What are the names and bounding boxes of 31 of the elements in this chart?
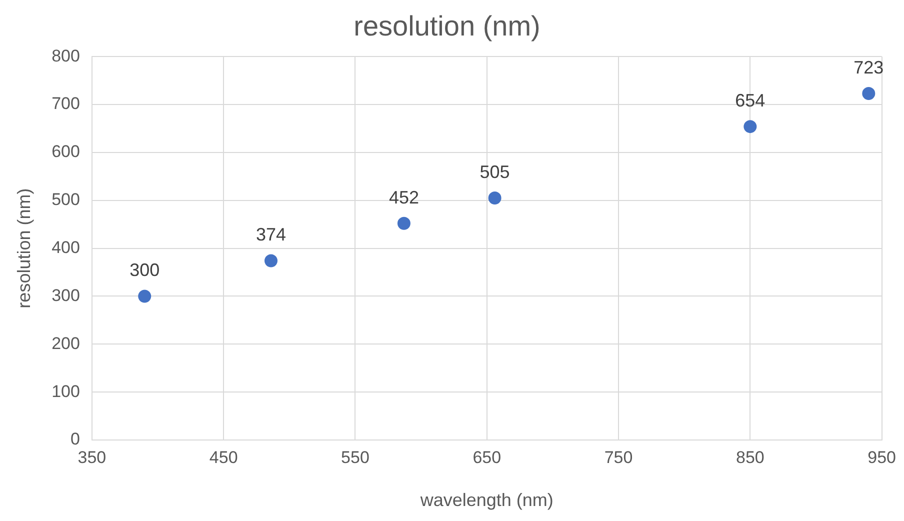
y-axis-title: resolution (nm)	[14, 188, 34, 308]
x-tick-label: 850	[736, 448, 764, 467]
point	[138, 290, 152, 303]
data-label: 505	[480, 162, 510, 182]
x-tick-label: 650	[472, 448, 502, 467]
y-tick-label: 700	[52, 94, 80, 114]
x-tick-label: 750	[604, 448, 633, 467]
point	[744, 120, 757, 134]
data-label: 654	[735, 90, 766, 111]
y-tick-label: 400	[52, 238, 80, 257]
data-label: 452	[388, 187, 419, 208]
point	[397, 216, 410, 230]
x-axis-title: wavelength (nm)	[419, 490, 554, 510]
data-label: 374	[256, 224, 286, 245]
x-tick-label: 950	[868, 448, 896, 467]
chart-title: resolution (nm)	[354, 10, 540, 42]
x-tick-label: 450	[209, 448, 238, 467]
y-tick-label: 600	[52, 142, 80, 162]
y-tick-label: 800	[52, 46, 80, 66]
data-label: 300	[130, 260, 160, 280]
y-tick-label: 200	[52, 334, 80, 353]
y-tick-label: 100	[52, 382, 80, 401]
x-tick-label: 550	[341, 448, 370, 467]
y-tick-label: 300	[52, 286, 80, 305]
y-tick-label: 0	[70, 430, 80, 449]
y-tick-label: 500	[52, 190, 80, 210]
point	[264, 254, 278, 268]
point	[488, 191, 502, 204]
point	[862, 87, 876, 100]
data-label: 723	[854, 57, 884, 78]
x-tick-label: 350	[78, 448, 106, 467]
